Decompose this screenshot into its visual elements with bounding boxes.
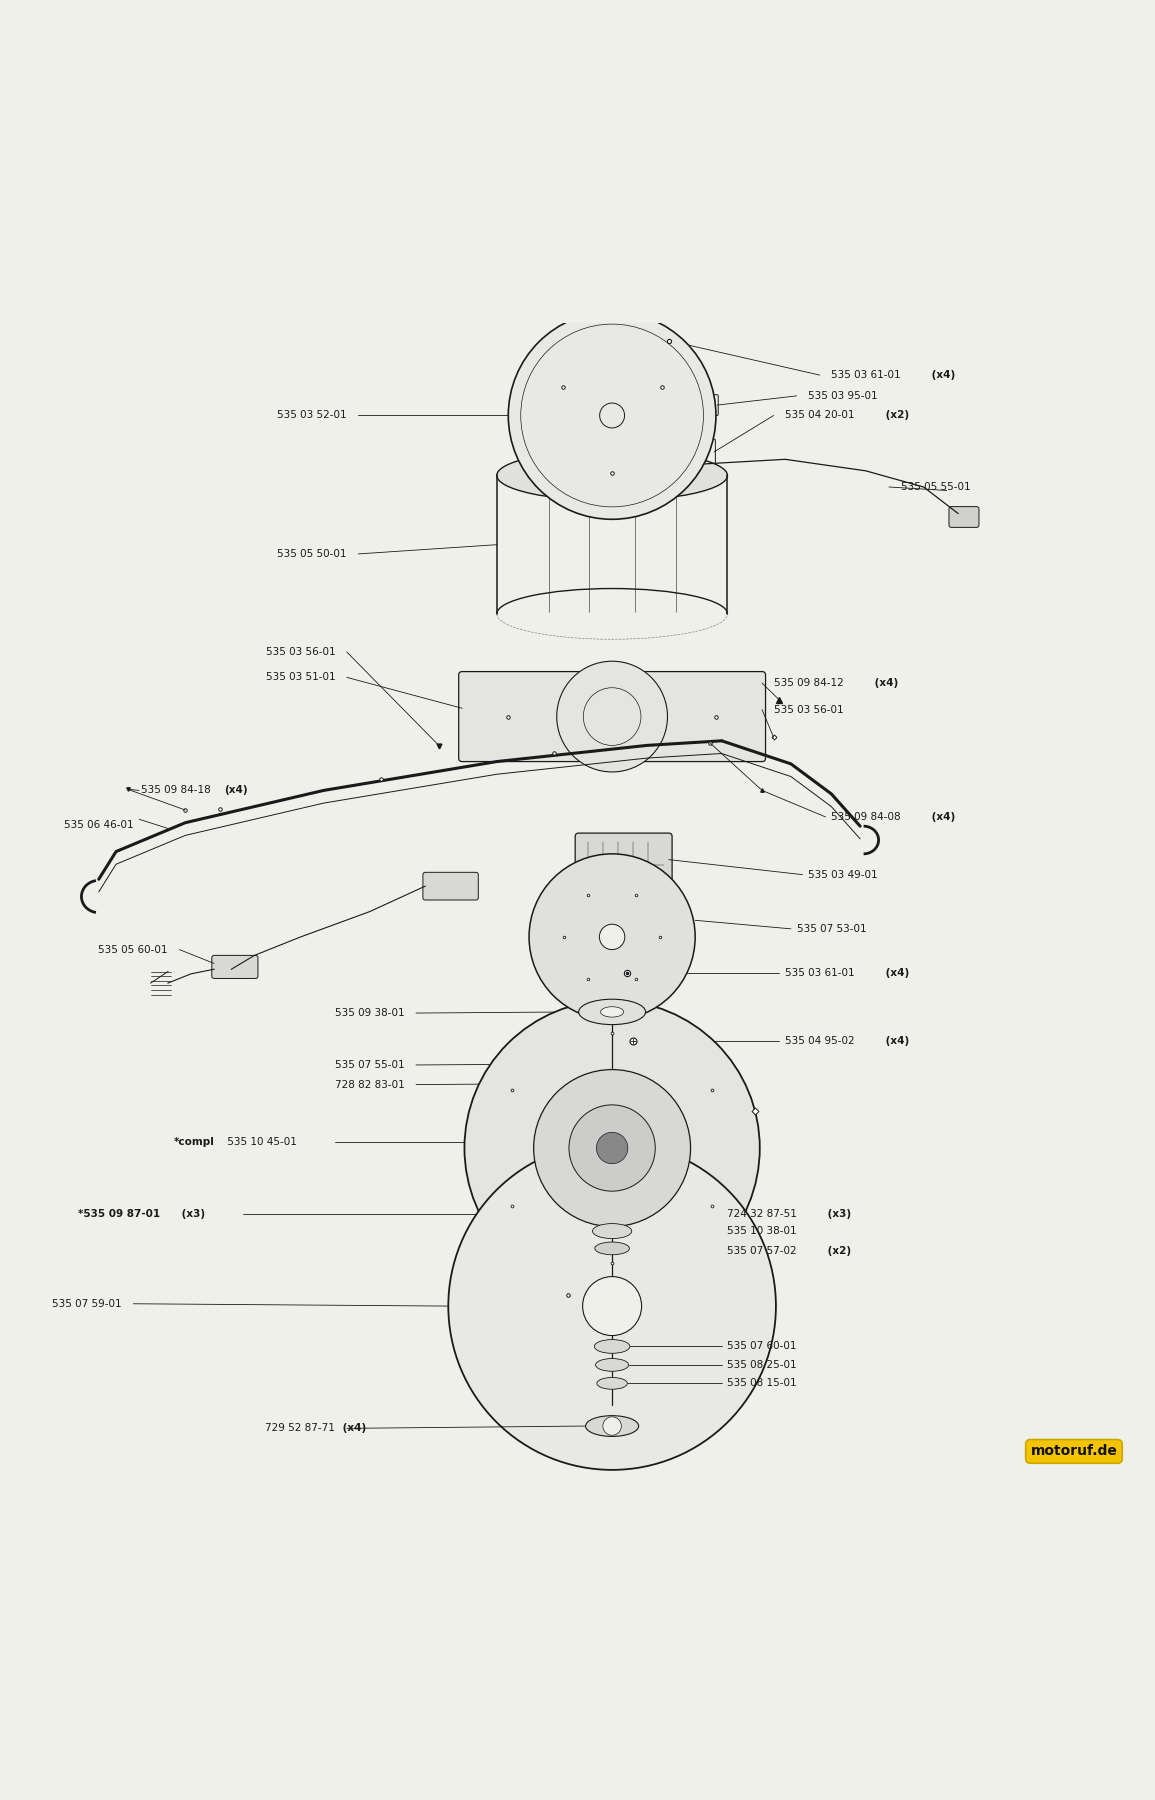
Text: (x2): (x2) (825, 1246, 851, 1256)
Text: 535 04 20-01: 535 04 20-01 (785, 410, 855, 421)
Text: (x3): (x3) (825, 1210, 851, 1219)
Text: (x4): (x4) (882, 968, 909, 977)
Text: 535 07 53-01: 535 07 53-01 (797, 923, 866, 934)
Text: 535 05 60-01: 535 05 60-01 (98, 945, 167, 954)
Text: 535 06 46-01: 535 06 46-01 (65, 821, 134, 830)
Ellipse shape (597, 1377, 627, 1390)
Text: 535 04 95-02: 535 04 95-02 (785, 1035, 855, 1046)
Text: *compl: *compl (173, 1138, 215, 1147)
Text: 535 03 52-01: 535 03 52-01 (277, 410, 346, 421)
Text: 535 03 51-01: 535 03 51-01 (266, 673, 335, 682)
Circle shape (599, 923, 625, 950)
Text: 729 52 87-71: 729 52 87-71 (266, 1424, 335, 1433)
Text: 535 07 55-01: 535 07 55-01 (335, 1060, 404, 1069)
Circle shape (604, 1057, 620, 1071)
Ellipse shape (601, 1006, 624, 1017)
Text: 535 05 50-01: 535 05 50-01 (277, 549, 346, 560)
Text: 535 07 59-01: 535 07 59-01 (52, 1300, 121, 1309)
Circle shape (569, 1105, 655, 1192)
Circle shape (596, 1132, 628, 1165)
Text: 535 03 56-01: 535 03 56-01 (774, 704, 843, 715)
Text: (x4): (x4) (224, 785, 248, 796)
Text: 535 05 55-01: 535 05 55-01 (901, 482, 970, 491)
Ellipse shape (497, 450, 728, 500)
Circle shape (464, 1001, 760, 1296)
Text: 535 03 95-01: 535 03 95-01 (808, 391, 878, 401)
Circle shape (529, 853, 695, 1021)
Text: 535 03 61-01: 535 03 61-01 (785, 968, 855, 977)
Text: 728 82 83-01: 728 82 83-01 (335, 1080, 404, 1089)
FancyBboxPatch shape (459, 671, 766, 761)
Ellipse shape (595, 1242, 629, 1255)
Text: 535 10 45-01: 535 10 45-01 (224, 1138, 297, 1147)
Text: 535 07 60-01: 535 07 60-01 (728, 1341, 797, 1352)
Text: motoruf.de: motoruf.de (1030, 1444, 1117, 1458)
Circle shape (582, 1276, 641, 1336)
Text: (x4): (x4) (338, 1424, 366, 1433)
Circle shape (508, 311, 716, 520)
Ellipse shape (586, 1415, 639, 1436)
Ellipse shape (596, 1359, 628, 1372)
Text: *535 09 87-01: *535 09 87-01 (79, 1210, 161, 1219)
Text: 535 09 84-12: 535 09 84-12 (774, 679, 843, 688)
FancyBboxPatch shape (587, 1199, 638, 1229)
FancyBboxPatch shape (949, 506, 979, 527)
Text: (x4): (x4) (929, 812, 955, 823)
Text: 535 07 57-02: 535 07 57-02 (728, 1246, 797, 1256)
Ellipse shape (579, 999, 646, 1024)
Circle shape (534, 1069, 691, 1226)
Ellipse shape (588, 1053, 636, 1075)
Circle shape (603, 1417, 621, 1435)
Text: 535 03 56-01: 535 03 56-01 (266, 646, 335, 657)
FancyBboxPatch shape (423, 873, 478, 900)
Text: 535 09 84-08: 535 09 84-08 (832, 812, 901, 823)
Ellipse shape (595, 1339, 629, 1354)
FancyBboxPatch shape (211, 956, 258, 979)
Text: (x4): (x4) (871, 679, 897, 688)
Ellipse shape (593, 1224, 632, 1238)
Text: (x2): (x2) (882, 410, 909, 421)
Text: (x4): (x4) (929, 371, 955, 380)
Text: 535 08 15-01: 535 08 15-01 (728, 1379, 797, 1388)
Text: 535 03 61-01: 535 03 61-01 (832, 371, 901, 380)
Text: 724 32 87-51: 724 32 87-51 (728, 1210, 797, 1219)
Circle shape (557, 661, 668, 772)
Text: 535 09 84-18: 535 09 84-18 (141, 785, 215, 796)
Ellipse shape (596, 1076, 628, 1091)
Text: 535 03 49-01: 535 03 49-01 (808, 869, 878, 880)
Text: 535 09 38-01: 535 09 38-01 (335, 1008, 404, 1019)
Text: (x3): (x3) (178, 1210, 206, 1219)
FancyBboxPatch shape (575, 833, 672, 898)
Circle shape (448, 1143, 776, 1471)
Text: (x4): (x4) (882, 1035, 909, 1046)
Text: 535 10 38-01: 535 10 38-01 (728, 1226, 797, 1237)
Text: 535 08 25-01: 535 08 25-01 (728, 1361, 797, 1370)
